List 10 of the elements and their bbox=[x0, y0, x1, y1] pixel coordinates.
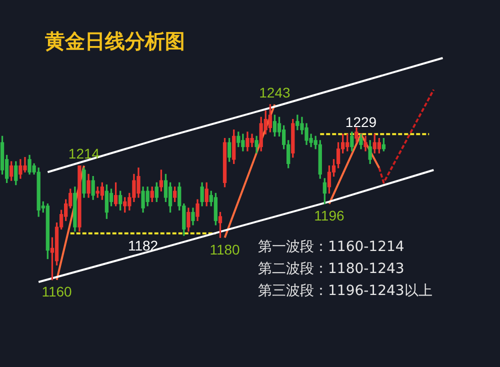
text: 第三波段：1196-1243以上 bbox=[258, 282, 432, 301]
data-label: 1196 bbox=[314, 208, 344, 224]
data-label: 1214 bbox=[68, 146, 100, 162]
annotation: 第一波段：1160-1214 bbox=[258, 238, 406, 257]
annotation: 第二波段：1180-1243 bbox=[258, 260, 406, 279]
data-label: 1180 bbox=[210, 241, 240, 258]
data-label: 1243 bbox=[259, 84, 290, 100]
chart-title: 黄金日线分析图 bbox=[45, 28, 185, 55]
data-label: 1229 bbox=[345, 114, 377, 130]
data-label: 1160 bbox=[42, 284, 72, 300]
